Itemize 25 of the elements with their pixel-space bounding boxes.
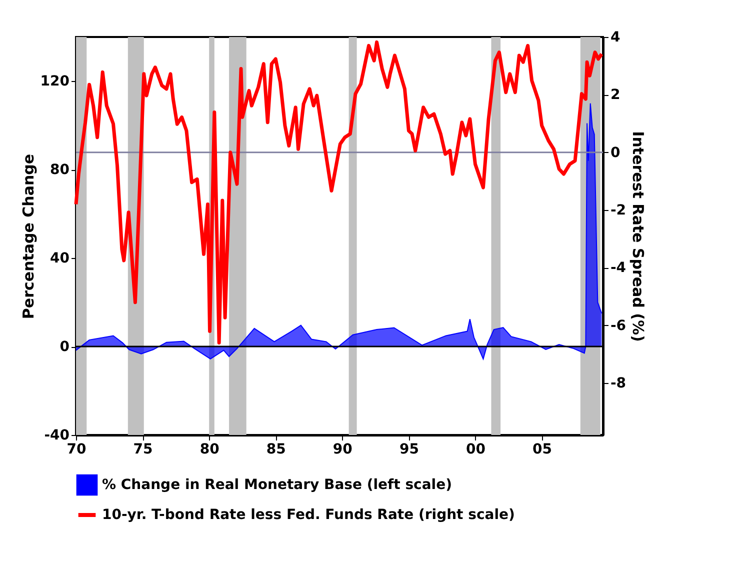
y2-axis-title: Interest Rate Spread (%) <box>629 131 648 342</box>
y2-tick-label: -6 <box>610 318 626 334</box>
x-tick-label: 00 <box>466 442 486 458</box>
y2-tick-label: 0 <box>610 144 620 161</box>
y-tick-label: 0 <box>60 339 70 356</box>
y-tick-label: 120 <box>40 74 70 90</box>
x-tick-label: 85 <box>266 442 286 458</box>
y-axis-title: Percentage Change <box>19 154 38 320</box>
legend-label: 10-yr. T-bond Rate less Fed. Funds Rate (right scale) <box>102 507 515 523</box>
y2-tick-label: -8 <box>610 376 626 392</box>
x-tick-label: 90 <box>332 442 353 458</box>
y2-tick-label: -4 <box>610 260 626 276</box>
legend-label: % Change in Real Monetary Base (left scale) <box>102 477 452 493</box>
y2-tick-label: -2 <box>610 202 626 219</box>
y2-tick-label: 2 <box>610 87 620 104</box>
x-tick-label: 70 <box>66 442 86 458</box>
line-series <box>74 40 604 344</box>
y-tick-label: -40 <box>44 428 70 444</box>
x-tick-label: 80 <box>200 442 220 458</box>
y2-tick-label: 4 <box>610 30 620 46</box>
x-tick-label: 05 <box>532 442 552 458</box>
y-tick-label: 40 <box>50 250 70 267</box>
x-tick-label: 95 <box>399 442 419 458</box>
x-tick-label: 75 <box>133 442 153 458</box>
y-tick-label: 80 <box>50 162 70 178</box>
